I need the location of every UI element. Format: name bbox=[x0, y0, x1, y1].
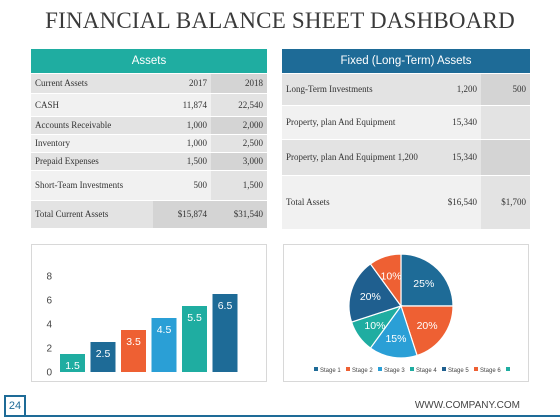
pie-slice bbox=[400, 253, 454, 307]
fixed-assets-header-row: Fixed (Long-Term) Assets bbox=[282, 49, 530, 73]
table-row: Property, plan And Equipment 15,340 bbox=[282, 104, 530, 139]
bar-chart-panel: 0 2 4 6 8 1.5 2.5 3.5 4.5 5.5 6.5 bbox=[31, 244, 267, 382]
pie-data-label: 10% bbox=[381, 270, 402, 282]
row-value-2018: $31,540 bbox=[211, 199, 267, 228]
y-tick-label: 0 bbox=[46, 368, 52, 379]
row-label: Inventory bbox=[31, 133, 153, 152]
row-value-2 bbox=[481, 104, 530, 139]
bar-data-label: 2.5 bbox=[96, 348, 111, 360]
legend-swatch bbox=[314, 367, 318, 371]
bar bbox=[90, 342, 116, 372]
bar bbox=[121, 330, 146, 372]
table-row-total: Total Current Assets $15,874 $31,540 bbox=[31, 199, 267, 228]
legend-swatch bbox=[474, 367, 478, 371]
assets-header-row: Assets bbox=[31, 49, 267, 73]
bar bbox=[182, 306, 207, 372]
bar bbox=[151, 318, 177, 372]
row-label: Property, plan And Equipment bbox=[282, 104, 426, 139]
bar-data-label: 4.5 bbox=[157, 324, 172, 336]
row-value-1: 1,200 bbox=[426, 72, 481, 105]
bar-data-label: 3.5 bbox=[126, 336, 141, 348]
table-row-total: Total Assets $16,540 $1,700 bbox=[282, 174, 530, 229]
table-row: Accounts Receivable 1,000 2,000 bbox=[31, 115, 267, 134]
assets-header: Assets bbox=[31, 49, 267, 73]
col-label-2018: 2018 bbox=[211, 72, 267, 93]
bar-data-label: 6.5 bbox=[218, 300, 233, 312]
bar bbox=[212, 294, 238, 372]
row-value-2017: 1,000 bbox=[153, 115, 211, 134]
row-value-2018: 2,000 bbox=[211, 115, 267, 134]
legend-label: Stage 2 bbox=[352, 368, 373, 374]
fixed-assets-table: Fixed (Long-Term) Assets Long-Term Inves… bbox=[282, 49, 530, 229]
bar-chart: 0 2 4 6 8 1.5 2.5 3.5 4.5 5.5 6.5 bbox=[46, 272, 238, 379]
row-label: Long-Term Investments bbox=[282, 72, 426, 105]
row-value-2 bbox=[481, 138, 530, 175]
assets-table: Assets Current Assets 2017 2018 CASH 11,… bbox=[31, 49, 267, 228]
col-label-current-assets: Current Assets bbox=[31, 72, 153, 93]
bar-data-label: 1.5 bbox=[65, 360, 80, 372]
row-value-2: $1,700 bbox=[481, 174, 530, 229]
legend-label: Stage 1 bbox=[320, 368, 341, 374]
footer-divider bbox=[26, 415, 560, 417]
pie-data-label: 20% bbox=[417, 320, 438, 332]
y-tick-label: 2 bbox=[46, 344, 52, 355]
fixed-assets-header: Fixed (Long-Term) Assets bbox=[282, 49, 530, 73]
row-value-2018: 1,500 bbox=[211, 169, 267, 200]
row-value-2018: 22,540 bbox=[211, 92, 267, 116]
row-label: Total Current Assets bbox=[31, 199, 153, 228]
table-row: Short-Team Investments 500 1,500 bbox=[31, 169, 267, 200]
legend-swatch bbox=[506, 367, 510, 371]
legend-swatch bbox=[442, 367, 446, 371]
y-tick-label: 6 bbox=[46, 296, 52, 307]
legend-swatch bbox=[410, 367, 414, 371]
row-label: Prepaid Expenses bbox=[31, 151, 153, 170]
table-row: Property, plan And Equipment 1,200 15,34… bbox=[282, 138, 530, 175]
pie-data-label: 10% bbox=[364, 320, 385, 332]
row-label: Accounts Receivable bbox=[31, 115, 153, 134]
y-tick-label: 8 bbox=[46, 272, 52, 283]
table-row: Inventory 1,000 2,500 bbox=[31, 133, 267, 152]
pie-data-label: 25% bbox=[413, 278, 434, 290]
pie-slice bbox=[400, 305, 454, 357]
company-url: WWW.COMPANY.COM bbox=[414, 400, 520, 411]
row-value-2017: $15,874 bbox=[153, 199, 211, 228]
table-row: Long-Term Investments 1,200 500 bbox=[282, 72, 530, 105]
row-value-2018: 3,000 bbox=[211, 151, 267, 170]
pie-data-label: 15% bbox=[385, 333, 406, 345]
pie-slice bbox=[369, 304, 418, 359]
col-label-2017: 2017 bbox=[153, 72, 211, 93]
page-title: FINANCIAL BALANCE SHEET DASHBOARD bbox=[45, 8, 515, 33]
row-value-2017: 11,874 bbox=[153, 92, 211, 116]
pie-slice bbox=[369, 253, 402, 308]
y-tick-label: 4 bbox=[46, 320, 52, 331]
table-row: Prepaid Expenses 1,500 3,000 bbox=[31, 151, 267, 170]
table-row: Current Assets 2017 2018 bbox=[31, 72, 267, 93]
legend-label: Stage 6 bbox=[480, 368, 501, 374]
row-label: Short-Team Investments bbox=[31, 169, 153, 200]
legend-label: Stage 4 bbox=[416, 368, 437, 374]
table-row: CASH 11,874 22,540 bbox=[31, 92, 267, 116]
row-value-1: 15,340 bbox=[426, 104, 481, 139]
pie-slice bbox=[348, 263, 402, 323]
bar bbox=[60, 354, 85, 372]
legend-label: Stage 3 bbox=[384, 368, 405, 374]
row-value-2017: 1,500 bbox=[153, 151, 211, 170]
pie-data-label: 20% bbox=[360, 291, 381, 303]
row-value-2: 500 bbox=[481, 72, 530, 105]
bar-data-label: 5.5 bbox=[187, 312, 202, 324]
legend-swatch bbox=[346, 367, 350, 371]
row-value-1: 15,340 bbox=[426, 138, 481, 175]
legend-label: Stage 5 bbox=[448, 368, 469, 374]
row-value-2017: 500 bbox=[153, 169, 211, 200]
page-number: 24 bbox=[4, 395, 26, 417]
row-value-1: $16,540 bbox=[426, 174, 481, 229]
row-label: Total Assets bbox=[282, 174, 426, 229]
row-label: CASH bbox=[31, 92, 153, 116]
row-value-2018: 2,500 bbox=[211, 133, 267, 152]
row-label: Property, plan And Equipment 1,200 bbox=[282, 138, 426, 175]
row-value-2017: 1,000 bbox=[153, 133, 211, 152]
legend-swatch bbox=[378, 367, 382, 371]
